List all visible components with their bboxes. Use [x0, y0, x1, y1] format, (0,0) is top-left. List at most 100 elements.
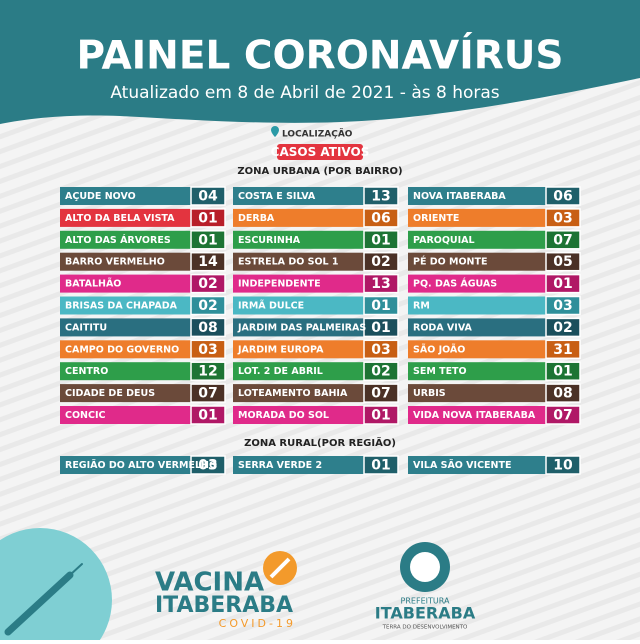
- row-count: 08: [553, 386, 572, 402]
- row-bar: [60, 340, 225, 359]
- count-box: [363, 230, 399, 250]
- row-label: AÇUDE NOVO: [65, 191, 136, 202]
- vaccine-syringe: [269, 557, 291, 579]
- row-bar: [408, 230, 580, 249]
- row-bar: [233, 362, 398, 381]
- row-count: 01: [553, 364, 572, 380]
- vaccine-line2: ITABERABA: [155, 593, 293, 618]
- count-box: [190, 383, 226, 403]
- row-label: COSTA E SILVA: [238, 191, 316, 202]
- row-count: 02: [371, 254, 390, 270]
- count-box: [190, 273, 226, 294]
- row-bar: [233, 456, 398, 474]
- pin-icon: [271, 126, 279, 137]
- row-bar: [408, 384, 580, 403]
- count-box: [545, 273, 581, 294]
- count-box: [545, 455, 581, 475]
- header-band: [0, 0, 640, 124]
- vaccine-line1: VACINA: [155, 568, 264, 598]
- row-count: 06: [371, 210, 390, 226]
- seal-inner: [410, 552, 440, 582]
- row-count: 07: [553, 408, 572, 424]
- row-label: BRISAS DA CHAPADA: [65, 301, 178, 312]
- badge: CASOS ATIVOS: [271, 145, 370, 159]
- row-bar: [60, 362, 225, 381]
- row-label: DERBA: [238, 213, 275, 224]
- row-count: 03: [553, 298, 572, 314]
- count-box: [363, 273, 399, 294]
- prefeitura-label: PREFEITURA: [401, 597, 450, 606]
- count-box: [545, 361, 581, 381]
- row-bar: [60, 456, 225, 474]
- row-count: 06: [553, 189, 572, 205]
- row-bar: [233, 230, 398, 249]
- row-bar: [60, 296, 225, 315]
- row-label: IRMÃ DULCE: [238, 301, 304, 312]
- row-bar: [60, 384, 225, 403]
- count-box: [190, 361, 226, 381]
- row-label: BATALHÃO: [65, 279, 121, 290]
- count-box: [545, 405, 581, 425]
- count-box: [190, 295, 226, 316]
- row-label: PQ. DAS ÁGUAS: [413, 278, 497, 290]
- row-count: 03: [198, 458, 217, 474]
- row-label: VIDA NOVA ITABERABA: [413, 410, 536, 421]
- row-count: 07: [553, 232, 572, 248]
- row-label: CIDADE DE DEUS: [65, 388, 155, 399]
- row-label: VILA SÃO VICENTE: [413, 460, 511, 471]
- row-count: 01: [553, 276, 572, 292]
- row-count: 01: [371, 320, 390, 336]
- row-bar: [233, 318, 398, 337]
- row-label: RM: [413, 301, 430, 312]
- row-bar: [408, 187, 580, 205]
- row-label: PAROQUIAL: [413, 235, 475, 246]
- row-count: 14: [198, 254, 218, 270]
- count-box: [190, 208, 226, 228]
- row-label: URBIS: [413, 388, 446, 399]
- row-count: 01: [198, 408, 217, 424]
- rural-heading: ZONA RURAL(POR REGIÃO): [244, 436, 396, 449]
- count-box: [545, 251, 581, 272]
- row-bar: [408, 208, 580, 227]
- count-box: [190, 405, 226, 425]
- row-bar: [60, 406, 225, 424]
- prefeitura-motto: TERRA DO DESENVOLVIMENTO: [382, 625, 468, 631]
- row-count: 05: [553, 254, 572, 270]
- row-count: 07: [198, 386, 217, 402]
- row-bar: [233, 208, 398, 227]
- row-label: ESCURINHA: [238, 235, 301, 246]
- count-box: [363, 339, 399, 360]
- row-count: 10: [553, 458, 573, 474]
- row-label: NOVA ITABERABA: [413, 191, 506, 202]
- prefeitura-name: ITABERABA: [375, 604, 476, 623]
- count-box: [363, 383, 399, 403]
- row-bar: [60, 208, 225, 227]
- row-bar: [233, 406, 398, 424]
- row-bar: [233, 340, 398, 359]
- row-label: MORADA DO SOL: [238, 410, 329, 421]
- row-bar: [233, 187, 398, 205]
- row-count: 31: [553, 342, 572, 358]
- count-box: [545, 295, 581, 316]
- count-box: [545, 339, 581, 360]
- row-count: 13: [371, 276, 390, 292]
- row-label: JARDIM DAS PALMEIRAS: [237, 322, 366, 333]
- count-box: [545, 186, 581, 206]
- count-box: [190, 186, 226, 206]
- row-bar: [408, 318, 580, 337]
- row-label: ALTO DAS ÁRVORES: [65, 234, 171, 246]
- row-count: 07: [371, 386, 390, 402]
- count-box: [190, 230, 226, 250]
- row-label: PÉ DO MONTE: [413, 256, 487, 268]
- row-count: 01: [371, 232, 390, 248]
- count-box: [190, 339, 226, 360]
- count-box: [363, 208, 399, 228]
- row-count: 02: [198, 276, 217, 292]
- row-bar: [60, 230, 225, 249]
- row-count: 02: [553, 320, 572, 336]
- row-count: 03: [553, 210, 572, 226]
- row-bar: [60, 274, 225, 293]
- row-count: 01: [198, 210, 217, 226]
- row-count: 08: [198, 320, 217, 336]
